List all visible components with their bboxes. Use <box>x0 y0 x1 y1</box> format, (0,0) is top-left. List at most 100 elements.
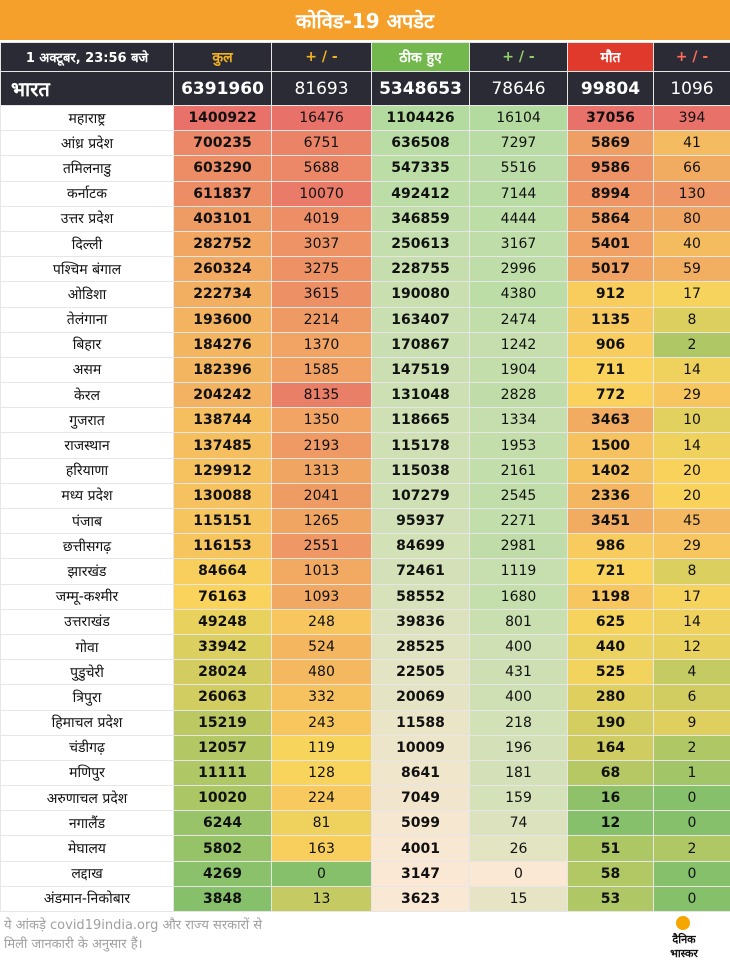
cell-deaths: 5869 <box>567 130 654 157</box>
cell-deaths: 772 <box>567 382 654 409</box>
cell-deaths: 3451 <box>567 507 654 535</box>
cell-deaths: 190 <box>567 709 654 736</box>
cell-recovered-delta: 1680 <box>469 583 568 610</box>
cell-recovered-delta: 2981 <box>469 533 568 560</box>
cell-total-delta: 1350 <box>271 407 372 434</box>
table-row: राजस्थान 137485 2193 115178 1953 1500 14 <box>0 432 730 459</box>
cell-recovered: 115038 <box>371 457 470 484</box>
table-row: तेलंगाना 193600 2214 163407 2474 1135 8 <box>0 306 730 333</box>
cell-recovered: 39836 <box>371 608 470 635</box>
cell-name: छत्तीसगढ़ <box>0 533 174 560</box>
cell-recovered: 131048 <box>371 382 470 409</box>
cell-recovered-delta: 1904 <box>469 356 568 384</box>
table-row: तमिलनाडु 603290 5688 547335 5516 9586 66 <box>0 155 730 182</box>
cell-recovered: 190080 <box>371 281 470 308</box>
cell-recovered: 28525 <box>371 633 470 661</box>
cell-name: चंडीगढ़ <box>0 734 174 761</box>
cell-name: अरुणाचल प्रदेश <box>0 785 174 812</box>
cell-name: गोवा <box>0 633 174 661</box>
cell-total: 130088 <box>173 482 272 510</box>
cell-total: 204242 <box>173 382 272 409</box>
cell-deaths: 280 <box>567 684 654 711</box>
cell-total: 4269 <box>173 860 272 887</box>
cell-deaths: 5864 <box>567 205 654 232</box>
cell-deaths-delta: 8 <box>653 558 730 585</box>
cell-total: 260324 <box>173 256 272 283</box>
cell-recovered: 163407 <box>371 306 470 333</box>
cell-name: झारखंड <box>0 558 174 585</box>
cell-total: 15219 <box>173 709 272 736</box>
cell-deaths: 51 <box>567 835 654 862</box>
table-row: मेघालय 5802 163 4001 26 51 2 <box>0 835 730 862</box>
cell-total-delta: 243 <box>271 709 372 736</box>
cell-total: 137485 <box>173 432 272 459</box>
cell-recovered: 3623 <box>371 885 470 913</box>
cell-recovered: 4001 <box>371 835 470 862</box>
cell-deaths: 1198 <box>567 583 654 610</box>
cell-recovered-delta: 3167 <box>469 230 568 258</box>
cell-deaths-delta: 8 <box>653 306 730 333</box>
header-date: 1 अक्टूबर, 23:56 बजे <box>0 42 174 72</box>
cell-deaths-delta: 29 <box>653 533 730 560</box>
cell-deaths-delta: 20 <box>653 482 730 510</box>
cell-deaths: 2336 <box>567 482 654 510</box>
cell-recovered-delta: 1119 <box>469 558 568 585</box>
cell-recovered-delta: 74 <box>469 810 568 837</box>
cell-name: गुजरात <box>0 407 174 434</box>
cell-recovered: 115178 <box>371 432 470 459</box>
cell-recovered-delta: 15 <box>469 885 568 913</box>
header-deaths: मौत <box>567 42 654 72</box>
cell-recovered-delta: 2996 <box>469 256 568 283</box>
cell-name: जम्मू-कश्मीर <box>0 583 174 610</box>
cell-name: केरल <box>0 382 174 409</box>
cell-total-delta: 1265 <box>271 507 372 535</box>
cell-deaths-delta: 2 <box>653 734 730 761</box>
cell-name: असम <box>0 356 174 384</box>
cell-recovered: 8641 <box>371 759 470 787</box>
cell-name: पुडुचेरी <box>0 659 174 686</box>
cell-total: 116153 <box>173 533 272 560</box>
cell-total: 282752 <box>173 230 272 258</box>
cell-deaths: 912 <box>567 281 654 308</box>
cell-recovered-delta: 0 <box>469 860 568 887</box>
cell-deaths: 164 <box>567 734 654 761</box>
cell-recovered: 3147 <box>371 860 470 887</box>
cell-total-delta: 8135 <box>271 382 372 409</box>
cell-deaths: 711 <box>567 356 654 384</box>
cell-deaths: 906 <box>567 331 654 358</box>
cell-total: 182396 <box>173 356 272 384</box>
cell-recovered: 107279 <box>371 482 470 510</box>
cell-deaths-delta: 10 <box>653 407 730 434</box>
table-row: जम्मू-कश्मीर 76163 1093 58552 1680 1198 17 <box>0 583 730 610</box>
table-row: अरुणाचल प्रदेश 10020 224 7049 159 16 0 <box>0 785 730 812</box>
cell-total: 1400922 <box>173 104 272 132</box>
cell-total-delta: 10070 <box>271 180 372 207</box>
cell-deaths-delta: 12 <box>653 633 730 661</box>
cell-recovered: 492412 <box>371 180 470 207</box>
cell-total: 403101 <box>173 205 272 232</box>
cell-total-delta: 163 <box>271 835 372 862</box>
cell-total-delta: 81 <box>271 810 372 837</box>
cell-name: पंजाब <box>0 507 174 535</box>
cell-recovered: 7049 <box>371 785 470 812</box>
cell-deaths-delta: 4 <box>653 659 730 686</box>
table-row: पश्चिम बंगाल 260324 3275 228755 2996 5017 59 <box>0 256 730 283</box>
logo-text-2: भास्कर <box>670 947 698 960</box>
cell-deaths: 1500 <box>567 432 654 459</box>
table-row: मणिपुर 11111 128 8641 181 68 1 <box>0 759 730 787</box>
table-row: त्रिपुरा 26063 332 20069 400 280 6 <box>0 684 730 711</box>
cell-deaths: 721 <box>567 558 654 585</box>
cell-recovered: 22505 <box>371 659 470 686</box>
cell-total: 611837 <box>173 180 272 207</box>
cell-name: बिहार <box>0 331 174 358</box>
cell-recovered-delta: 159 <box>469 785 568 812</box>
table-row: नगालैंड 6244 81 5099 74 12 0 <box>0 810 730 837</box>
cell-deaths: 37056 <box>567 104 654 132</box>
footnote-line-1: ये आंकड़े covid19india.org और राज्य सरका… <box>4 918 263 933</box>
cell-recovered-delta: 2545 <box>469 482 568 510</box>
india-total: 6391960 <box>173 71 272 106</box>
cell-deaths-delta: 40 <box>653 230 730 258</box>
cell-total-delta: 2214 <box>271 306 372 333</box>
cell-deaths-delta: 0 <box>653 860 730 887</box>
cell-deaths: 16 <box>567 785 654 812</box>
